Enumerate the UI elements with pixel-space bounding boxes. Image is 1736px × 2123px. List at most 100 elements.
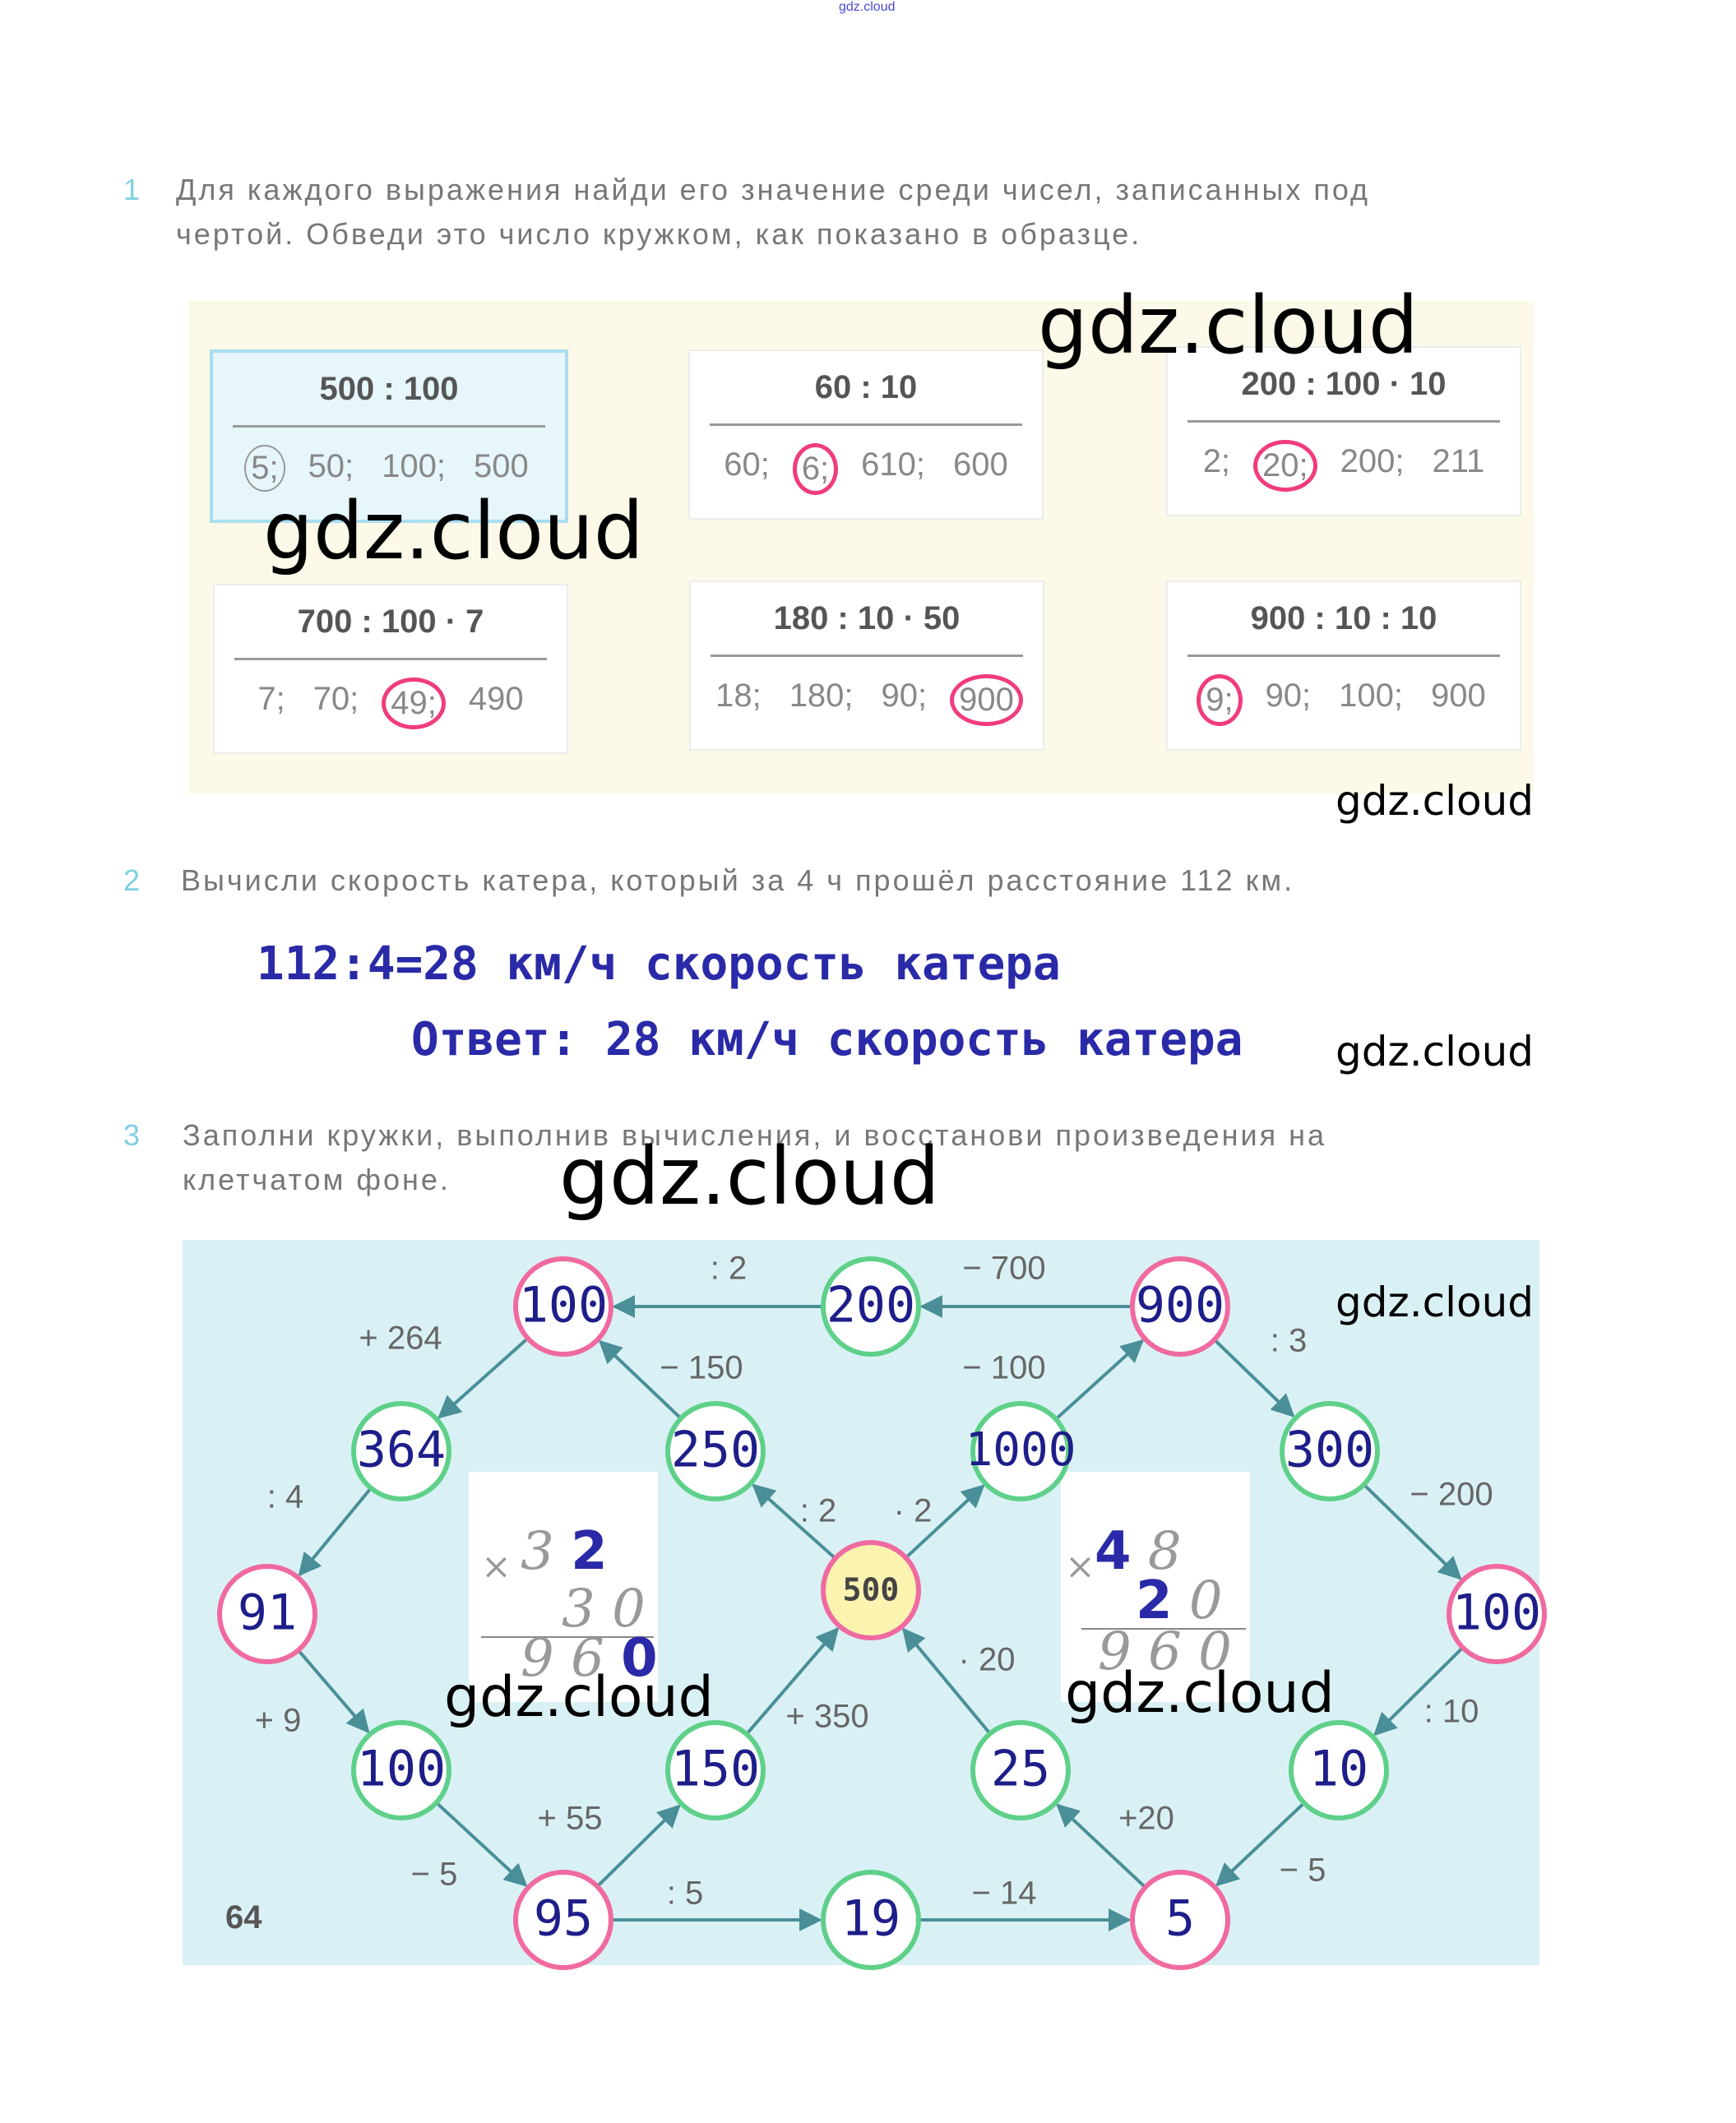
options: 9; 90; 100; 900 (1168, 674, 1520, 726)
circle-ring (1130, 1870, 1230, 1970)
option[interactable]: 200; (1340, 443, 1405, 479)
number-circle[interactable]: 364 (351, 1401, 451, 1501)
circle-ring (1447, 1564, 1547, 1664)
circle-ring (351, 1720, 451, 1820)
digit: 3 (521, 1521, 554, 1582)
operation-label: − 150 (660, 1350, 743, 1386)
circle-value: 300 (1285, 1422, 1374, 1479)
circle-value: 5 (1165, 1890, 1195, 1948)
number-circle[interactable]: 25 (970, 1720, 1071, 1820)
operation-label: : 2 (800, 1493, 836, 1529)
circled-option[interactable]: 20; (1253, 440, 1317, 492)
operation-label: +20 (1118, 1801, 1174, 1837)
option[interactable]: 2; (1202, 443, 1231, 479)
number-circle[interactable]: 100 (351, 1720, 451, 1820)
circled-option[interactable]: 6; (792, 443, 839, 495)
circle-value: 500 (843, 1572, 900, 1608)
operation-label: : 5 (667, 1876, 703, 1912)
number-circle[interactable]: 500 (821, 1540, 921, 1640)
operation-label: − 14 (972, 1876, 1037, 1912)
option[interactable]: 90; (1265, 678, 1312, 714)
number-circle[interactable]: 100 (513, 1256, 613, 1357)
arrow (597, 1804, 681, 1887)
task1-instruction-line2: чертой. Обведи это число кружком, как по… (176, 217, 1142, 251)
arrow (298, 1650, 370, 1734)
expression-box: 60 : 10 60; 6; 610; 600 (688, 349, 1044, 520)
watermark: gdz.cloud (444, 1665, 714, 1730)
number-circle[interactable]: 5 (1130, 1870, 1230, 1970)
option[interactable]: 600 (953, 446, 1008, 483)
option[interactable]: 60; (724, 446, 770, 483)
option[interactable]: 50; (308, 448, 354, 484)
task3-instruction-line1: Заполни кружки, выполнив вычисления, и в… (183, 1118, 1327, 1152)
circle-value: 364 (357, 1422, 446, 1479)
circled-option[interactable]: 9; (1197, 674, 1243, 726)
number-circle[interactable]: 1000 (965, 1401, 1076, 1501)
arrow (598, 1339, 681, 1419)
circle-value: 91 (238, 1584, 297, 1642)
number-circle[interactable]: 900 (1130, 1256, 1230, 1357)
circled-option[interactable]: 900 (950, 674, 1023, 726)
operation-label: + 55 (538, 1801, 603, 1837)
operation-label: + 350 (785, 1699, 868, 1735)
option[interactable]: 211 (1432, 443, 1485, 479)
digit: 0 (612, 1579, 646, 1640)
circled-option[interactable]: 49; (382, 678, 446, 729)
expression: 180 : 10 · 50 (773, 600, 961, 636)
task3-instruction-line2: клетчатом фоне. (183, 1163, 451, 1196)
option[interactable]: 100; (382, 448, 447, 484)
number-circle[interactable]: 250 (665, 1401, 766, 1501)
expression: 500 : 100 (319, 371, 459, 407)
expression: 700 : 100 · 7 (297, 604, 484, 640)
divider (234, 658, 547, 660)
times-sign: × (1065, 1546, 1095, 1588)
number-circle[interactable]: 100 (1447, 1564, 1547, 1664)
digit: 2 (1136, 1570, 1173, 1631)
arrow (752, 1483, 836, 1559)
rule (481, 1636, 654, 1638)
option[interactable]: 7; (257, 681, 285, 717)
operation-label: + 9 (255, 1703, 302, 1739)
number-circle[interactable]: 200 (821, 1256, 921, 1357)
circle-value: 25 (991, 1741, 1050, 1798)
number-circle[interactable]: 10 (1289, 1720, 1389, 1820)
circled-option[interactable]: 5; (244, 445, 285, 492)
number-circle[interactable]: 150 (665, 1720, 766, 1820)
divider (1187, 654, 1500, 657)
option[interactable]: 610; (861, 446, 926, 483)
options: 60; 6; 610; 600 (690, 443, 1042, 495)
divider (1187, 420, 1500, 423)
circle-value: 100 (357, 1741, 446, 1798)
expression: 900 : 10 : 10 (1250, 600, 1437, 636)
expression-box: 180 : 10 · 50 18; 180; 90; 900 (689, 580, 1044, 751)
option[interactable]: 100; (1339, 678, 1404, 714)
arrow (1363, 1484, 1462, 1580)
option[interactable]: 70; (312, 681, 359, 717)
grid-area-right (1061, 1472, 1250, 1702)
option[interactable]: 18; (715, 678, 762, 714)
option[interactable]: 180; (789, 678, 854, 714)
operation-label: : 10 (1424, 1694, 1479, 1730)
option[interactable]: 500 (474, 448, 529, 484)
option[interactable]: 490 (468, 681, 524, 717)
digit: 9 (1098, 1621, 1132, 1682)
expression-box: 200 : 100 · 10 2; 20; 200; 211 (1166, 346, 1521, 516)
number-circle[interactable]: 19 (821, 1870, 921, 1970)
operation-label: · 20 (959, 1642, 1016, 1678)
circle-ring (1130, 1256, 1230, 1357)
arrow (1373, 1647, 1463, 1737)
task2-instruction: Вычисли скорость катера, который за 4 ч … (181, 863, 1295, 897)
option[interactable]: 90; (881, 678, 928, 714)
circle-ring (970, 1720, 1071, 1820)
number-circle[interactable]: 300 (1280, 1401, 1380, 1501)
operation-label: : 2 (711, 1251, 747, 1287)
number-circle[interactable]: 91 (217, 1564, 317, 1664)
circle-ring (513, 1870, 613, 1970)
options: 18; 180; 90; 900 (691, 674, 1043, 726)
option[interactable]: 900 (1431, 678, 1486, 714)
expression-box: 700 : 100 · 7 7; 70; 49; 490 (213, 584, 568, 754)
number-circle[interactable]: 95 (513, 1870, 613, 1970)
watermark: gdz.cloud (1336, 1028, 1535, 1075)
expression: 60 : 10 (814, 369, 918, 405)
